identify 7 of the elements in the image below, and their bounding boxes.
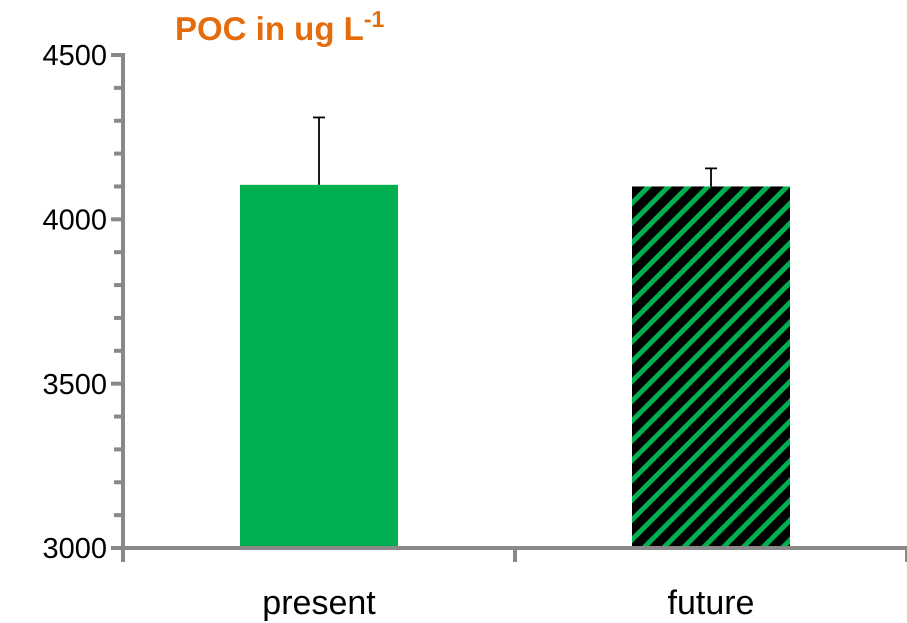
x-tick-label: present <box>262 584 376 622</box>
y-tick-label: 4000 <box>42 204 107 236</box>
chart-title: POC in ug L$^{-1}$ <box>175 6 385 47</box>
y-tick-label: 3000 <box>42 533 107 566</box>
x-tick-label: future <box>668 584 754 622</box>
y-tick-label: 3500 <box>42 368 107 401</box>
y-tick-label: 4500 <box>42 40 107 72</box>
